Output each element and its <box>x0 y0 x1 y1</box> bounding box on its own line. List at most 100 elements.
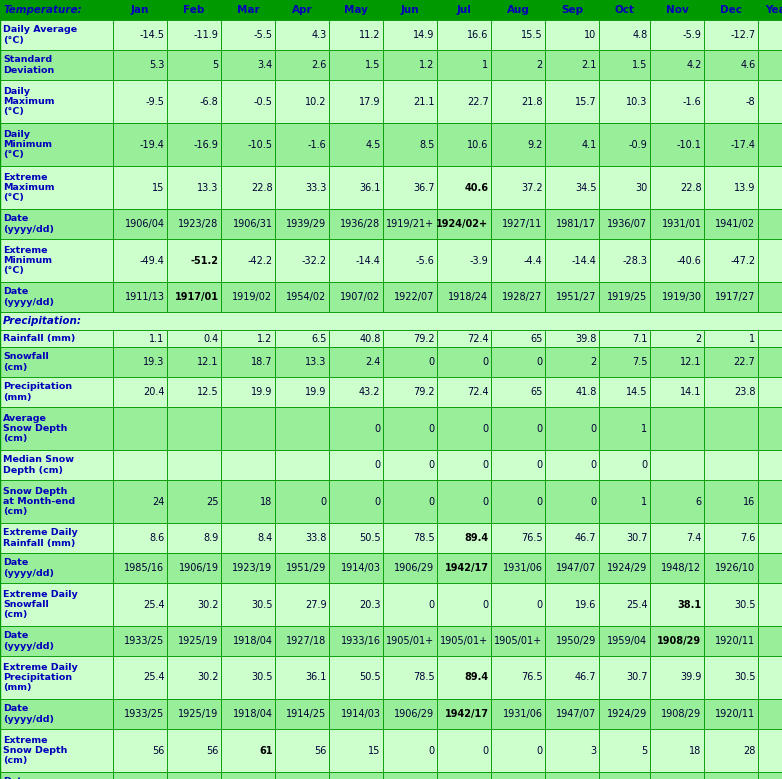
Bar <box>113 656 167 699</box>
Bar <box>545 330 599 347</box>
Text: 1917/27: 1917/27 <box>715 292 755 302</box>
Text: Apr: Apr <box>292 5 312 15</box>
Text: 14.1: 14.1 <box>680 387 701 397</box>
Text: 1906/29: 1906/29 <box>394 709 435 719</box>
Bar <box>437 626 491 656</box>
Text: Date
(yyyy/dd): Date (yyyy/dd) <box>3 631 54 650</box>
Text: 22.8: 22.8 <box>251 182 272 192</box>
Bar <box>0 330 113 347</box>
Text: -5.6: -5.6 <box>415 256 435 266</box>
Text: 1951/29: 1951/29 <box>286 563 327 573</box>
Text: Precipitation:: Precipitation: <box>3 316 82 326</box>
Text: 0: 0 <box>482 424 489 433</box>
Text: 22.7: 22.7 <box>734 357 755 367</box>
Text: 1959/04: 1959/04 <box>608 636 647 646</box>
Bar <box>650 523 704 553</box>
Bar <box>545 407 599 450</box>
Bar <box>113 626 167 656</box>
Bar <box>599 347 650 377</box>
Bar <box>167 50 221 80</box>
Text: 1927/11: 1927/11 <box>502 219 543 229</box>
Bar <box>167 377 221 407</box>
Bar <box>113 480 167 523</box>
Bar <box>704 209 758 239</box>
Bar <box>221 330 275 347</box>
Bar <box>0 50 113 80</box>
Bar <box>329 553 383 583</box>
Text: 1926/10: 1926/10 <box>716 563 755 573</box>
Bar <box>545 50 599 80</box>
Bar <box>167 407 221 450</box>
Text: 2.1: 2.1 <box>581 60 597 70</box>
Bar <box>329 50 383 80</box>
Text: 1905/01+: 1905/01+ <box>494 636 543 646</box>
Text: 1906/31: 1906/31 <box>232 219 272 229</box>
Bar <box>113 699 167 729</box>
Text: 1908/29: 1908/29 <box>662 709 701 719</box>
Text: Daily
Minimum
(°C): Daily Minimum (°C) <box>3 129 52 160</box>
Bar <box>221 282 275 312</box>
Bar <box>758 583 782 626</box>
Bar <box>383 583 437 626</box>
Bar <box>275 772 329 779</box>
Text: 1947/07: 1947/07 <box>556 709 597 719</box>
Bar <box>599 626 650 656</box>
Bar <box>0 239 113 282</box>
Text: 1928/27: 1928/27 <box>502 292 543 302</box>
Bar <box>599 656 650 699</box>
Text: Precipitation
(mm): Precipitation (mm) <box>3 382 72 402</box>
Bar <box>545 209 599 239</box>
Bar <box>704 282 758 312</box>
Bar <box>167 166 221 209</box>
Bar <box>113 729 167 772</box>
Bar <box>437 330 491 347</box>
Text: 10: 10 <box>584 30 597 40</box>
Text: 1914/03: 1914/03 <box>340 563 381 573</box>
Text: 0: 0 <box>375 496 381 506</box>
Text: 65: 65 <box>530 387 543 397</box>
Bar <box>0 407 113 450</box>
Text: 21.8: 21.8 <box>521 97 543 107</box>
Bar <box>275 80 329 123</box>
Bar <box>0 450 113 480</box>
Bar <box>491 656 545 699</box>
Bar <box>275 407 329 450</box>
Text: 8.4: 8.4 <box>257 533 272 543</box>
Text: 0: 0 <box>482 357 489 367</box>
Bar <box>113 166 167 209</box>
Bar <box>758 123 782 166</box>
Text: Sep: Sep <box>561 5 583 15</box>
Text: -28.3: -28.3 <box>622 256 647 266</box>
Bar <box>275 330 329 347</box>
Bar <box>545 583 599 626</box>
Text: -32.2: -32.2 <box>301 256 327 266</box>
Text: 1906/04: 1906/04 <box>124 219 164 229</box>
Text: -49.4: -49.4 <box>140 256 164 266</box>
Bar <box>599 583 650 626</box>
Bar <box>383 20 437 50</box>
Bar <box>275 699 329 729</box>
Bar <box>275 553 329 583</box>
Bar <box>491 553 545 583</box>
Bar <box>0 772 113 779</box>
Bar <box>221 583 275 626</box>
Text: 14.9: 14.9 <box>413 30 435 40</box>
Bar <box>221 80 275 123</box>
Bar <box>329 626 383 656</box>
Bar <box>0 209 113 239</box>
Bar <box>599 20 650 50</box>
Text: 30.5: 30.5 <box>734 672 755 682</box>
Bar <box>704 377 758 407</box>
Bar <box>329 123 383 166</box>
Bar <box>383 239 437 282</box>
Text: 76.5: 76.5 <box>521 533 543 543</box>
Bar <box>491 282 545 312</box>
Text: Extreme
Maximum
(°C): Extreme Maximum (°C) <box>3 173 55 203</box>
Text: 1923/28: 1923/28 <box>178 219 218 229</box>
Bar <box>491 347 545 377</box>
Bar <box>383 553 437 583</box>
Text: 11.2: 11.2 <box>359 30 381 40</box>
Text: 18: 18 <box>260 496 272 506</box>
Text: 2: 2 <box>695 333 701 344</box>
Bar <box>275 450 329 480</box>
